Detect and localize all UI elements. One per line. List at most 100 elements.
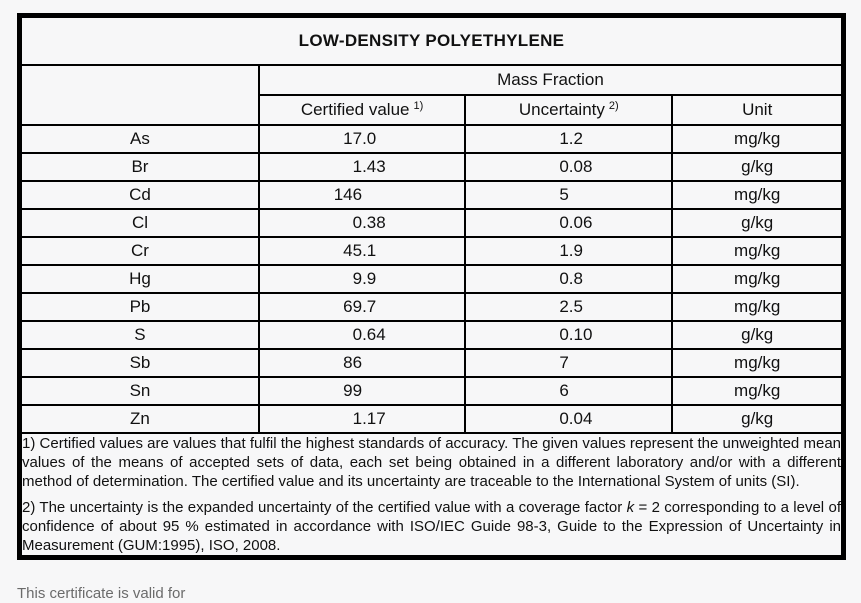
unit-cell: mg/kg bbox=[671, 236, 845, 266]
int-part: 2 bbox=[559, 297, 569, 316]
int-part: 99 bbox=[343, 381, 363, 400]
uncertainty-cell: 0.08 bbox=[464, 152, 674, 182]
int-part: 1 bbox=[352, 157, 363, 176]
footnote-2-text-b: = 2 corresponding to a level of confiden… bbox=[22, 499, 841, 554]
unit-cell: mg/kg bbox=[671, 292, 845, 322]
table-row: Sb 86 7 mg/kg bbox=[18, 348, 845, 378]
unit-cell: g/kg bbox=[671, 404, 845, 434]
table-row: Pb 69.7 2.5 mg/kg bbox=[18, 292, 845, 322]
element-cell: Pb bbox=[18, 292, 260, 322]
frac-part: .1 bbox=[362, 241, 377, 260]
certified-value-cell: 86 bbox=[257, 348, 467, 378]
document-title: LOW-DENSITY POLYETHYLENE bbox=[18, 14, 845, 66]
uncertainty-cell: 0.04 bbox=[464, 404, 674, 434]
uncertainty-cell: 0.10 bbox=[464, 320, 674, 350]
group-header-row: Mass Fraction bbox=[18, 64, 845, 126]
unit-cell: g/kg bbox=[671, 208, 845, 238]
frac-part: .0 bbox=[362, 129, 377, 148]
frac-part: .10 bbox=[568, 325, 593, 344]
uncertainty-cell: 2.5 bbox=[464, 292, 674, 322]
footnote-ref-2: 2) bbox=[608, 100, 619, 112]
frac-part: .7 bbox=[362, 297, 377, 316]
int-part: 9 bbox=[352, 269, 363, 288]
element-cell: Sn bbox=[18, 376, 260, 406]
int-part: 6 bbox=[559, 381, 569, 400]
int-part: 0 bbox=[352, 213, 363, 232]
column-header-row: Certified value 1) Uncertainty 2) Unit bbox=[20, 94, 845, 126]
unit-header: Unit bbox=[671, 94, 845, 126]
unit-cell: g/kg bbox=[671, 152, 845, 182]
certified-value-cell: 99 bbox=[257, 376, 467, 406]
int-part: 146 bbox=[333, 185, 363, 204]
certified-value-cell: 1.17 bbox=[257, 404, 467, 434]
frac-part: .9 bbox=[362, 269, 377, 288]
element-cell: S bbox=[18, 320, 260, 350]
int-part: 0 bbox=[352, 325, 363, 344]
element-cell: Cl bbox=[18, 208, 260, 238]
uncertainty-cell: 0.06 bbox=[464, 208, 674, 238]
unit-cell: mg/kg bbox=[671, 180, 845, 210]
table-row: Cd 146 5 mg/kg bbox=[18, 180, 845, 210]
element-cell: Cr bbox=[18, 236, 260, 266]
frac-part: .5 bbox=[568, 297, 583, 316]
int-part: 7 bbox=[559, 353, 569, 372]
element-cell: Cd bbox=[18, 180, 260, 210]
element-cell: Sb bbox=[18, 348, 260, 378]
uncertainty-cell: 1.2 bbox=[464, 124, 674, 154]
footnote-2-k-symbol: k bbox=[626, 499, 635, 516]
unit-cell: mg/kg bbox=[671, 376, 845, 406]
frac-part: .06 bbox=[568, 213, 593, 232]
unit-cell: g/kg bbox=[671, 320, 845, 350]
frac-part: .43 bbox=[362, 157, 386, 176]
int-part: 0 bbox=[559, 409, 569, 428]
cutoff-validity-text: This certificate is valid for bbox=[17, 585, 186, 602]
footnote-1: 1) Certified values are values that fulf… bbox=[22, 435, 841, 490]
int-part: 45 bbox=[343, 241, 363, 260]
footnote-2-text-a: 2) The uncertainty is the expanded uncer… bbox=[22, 499, 627, 516]
table-row: Cr 45.1 1.9 mg/kg bbox=[18, 236, 845, 266]
frac-part: .9 bbox=[568, 241, 583, 260]
element-cell: Zn bbox=[18, 404, 260, 434]
element-column-header-empty bbox=[18, 64, 260, 126]
uncertainty-header: Uncertainty 2) bbox=[464, 94, 674, 126]
element-cell: Hg bbox=[18, 264, 260, 294]
certified-value-cell: 1.43 bbox=[257, 152, 467, 182]
frac-part: .04 bbox=[568, 409, 593, 428]
uncertainty-header-label: Uncertainty bbox=[518, 100, 605, 119]
table-row: S 0.64 0.10 g/kg bbox=[18, 320, 845, 350]
footnote-ref-1: 1) bbox=[413, 100, 424, 112]
certified-value-cell: 9.9 bbox=[257, 264, 467, 294]
certified-value-header-label: Certified value bbox=[300, 100, 410, 119]
footnote-2: 2) The uncertainty is the expanded uncer… bbox=[22, 498, 841, 555]
footnotes-row: 1) Certified values are values that fulf… bbox=[18, 432, 845, 559]
uncertainty-cell: 0.8 bbox=[464, 264, 674, 294]
table-row: Cl 0.38 0.06 g/kg bbox=[18, 208, 845, 238]
frac-part: .38 bbox=[362, 213, 386, 232]
uncertainty-cell: 6 bbox=[464, 376, 674, 406]
unit-cell: mg/kg bbox=[671, 264, 845, 294]
title-row: LOW-DENSITY POLYETHYLENE bbox=[18, 14, 845, 66]
int-part: 0 bbox=[559, 325, 569, 344]
frac-part: .64 bbox=[362, 325, 386, 344]
table-row: As 17.0 1.2 mg/kg bbox=[18, 124, 845, 154]
certified-value-cell: 0.64 bbox=[257, 320, 467, 350]
frac-part: .08 bbox=[568, 157, 593, 176]
element-cell: As bbox=[18, 124, 260, 154]
int-part: 17 bbox=[343, 129, 363, 148]
int-part: 1 bbox=[559, 241, 569, 260]
uncertainty-cell: 5 bbox=[464, 180, 674, 210]
table-row: Sn 99 6 mg/kg bbox=[18, 376, 845, 406]
element-cell: Br bbox=[18, 152, 260, 182]
int-part: 1 bbox=[352, 409, 363, 428]
certified-value-cell: 17.0 bbox=[257, 124, 467, 154]
table-row: Hg 9.9 0.8 mg/kg bbox=[18, 264, 845, 294]
unit-cell: mg/kg bbox=[671, 348, 845, 378]
uncertainty-cell: 7 bbox=[464, 348, 674, 378]
frac-part: .8 bbox=[568, 269, 583, 288]
frac-part: .17 bbox=[362, 409, 386, 428]
certified-value-header: Certified value 1) bbox=[257, 94, 467, 126]
mass-fraction-header: Mass Fraction bbox=[257, 64, 845, 96]
int-part: 1 bbox=[559, 129, 569, 148]
certified-value-cell: 0.38 bbox=[257, 208, 467, 238]
certified-value-cell: 69.7 bbox=[257, 292, 467, 322]
